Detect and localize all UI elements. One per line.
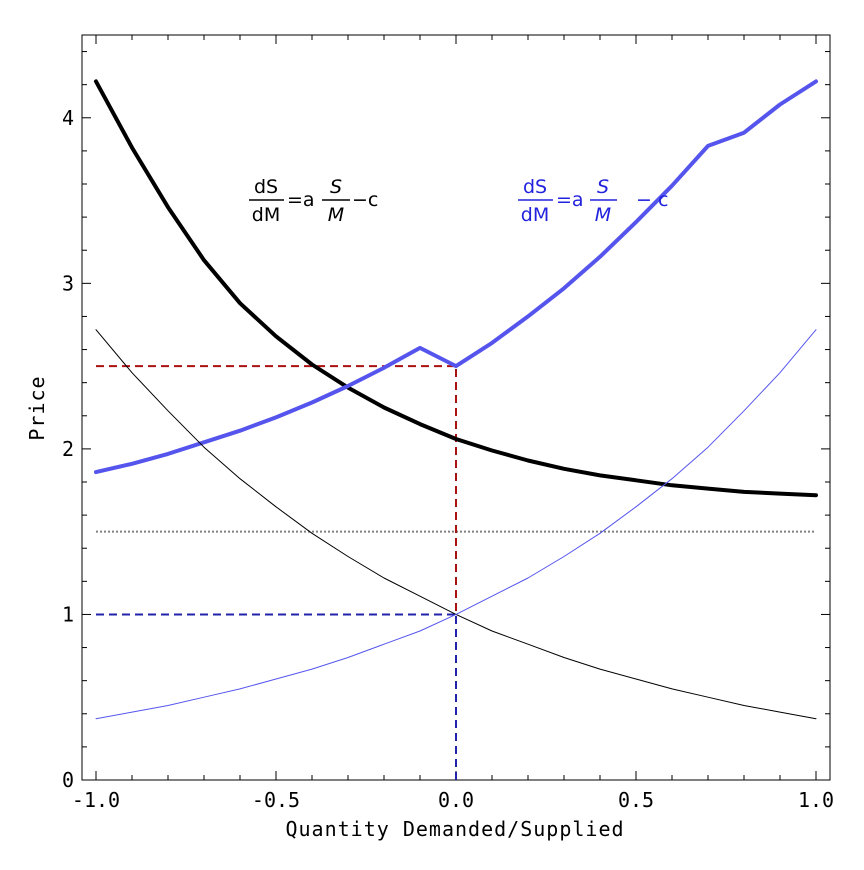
x-tick-label: 0.0 [438, 788, 474, 812]
eq1-frac-denominator: M [328, 204, 344, 226]
eq1-tail: −c [352, 189, 378, 211]
eq1-equals-a: =a [287, 189, 315, 211]
y-tick-label: 2 [62, 437, 74, 461]
eq1-numerator: dS [254, 176, 278, 198]
x-tick-label: -1.0 [72, 788, 120, 812]
x-tick-label: 1.0 [798, 788, 834, 812]
tick-labels: -1.0 -0.5 0.0 0.5 1.0 0 1 2 3 4 [62, 106, 834, 812]
major-ticks [82, 35, 830, 781]
reference-lines [96, 365, 816, 780]
equation-demand: dS dM =a S M −c [249, 176, 378, 226]
x-tick-label: 0.5 [618, 788, 654, 812]
y-tick-label: 0 [62, 768, 74, 792]
y-axis-label: Price [25, 375, 49, 440]
series-line-4 [95, 329, 817, 720]
minor-ticks [82, 35, 830, 780]
x-axis-label: Quantity Demanded/Supplied [285, 817, 624, 841]
eq2-tail: − c [636, 189, 668, 211]
eq2-frac-numerator: S [597, 176, 609, 198]
eq1-frac-numerator: S [330, 176, 342, 198]
equation-supply: dS dM =a S M − c [518, 176, 668, 226]
eq1-denominator: dM [252, 204, 280, 226]
y-tick-label: 4 [62, 106, 74, 130]
eq2-equals-a: =a [556, 189, 584, 211]
x-tick-label: -0.5 [252, 788, 300, 812]
y-tick-label: 3 [62, 271, 74, 295]
series-lines [94, 79, 818, 720]
eq2-denominator: dM [521, 204, 549, 226]
eq2-numerator: dS [523, 176, 547, 198]
series-line-1 [94, 79, 818, 498]
series-line-2 [94, 79, 818, 475]
y-tick-label: 1 [62, 602, 74, 626]
eq2-frac-denominator: M [595, 204, 611, 226]
